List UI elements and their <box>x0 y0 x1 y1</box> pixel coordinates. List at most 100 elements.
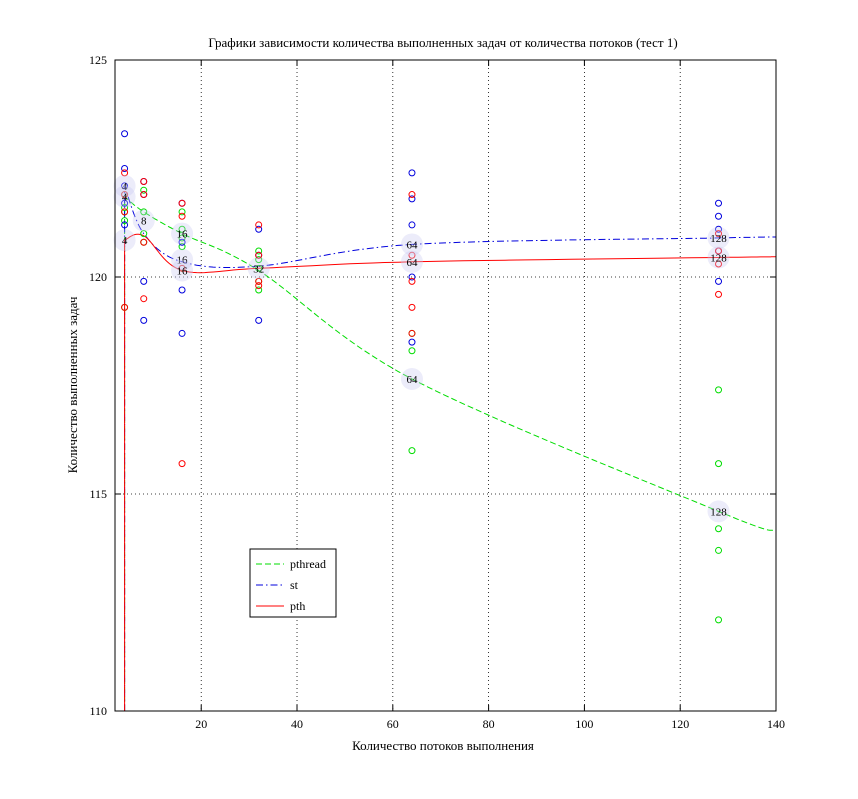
legend-label-pth: pth <box>290 599 305 613</box>
sample-point-st <box>408 195 416 203</box>
sample-point-st <box>408 273 416 281</box>
point-label-halo <box>707 226 730 249</box>
y-tick-label: 110 <box>89 704 107 718</box>
sample-point-pth <box>140 295 148 303</box>
point-label: 64 <box>406 374 418 386</box>
point-label: 128 <box>710 252 727 264</box>
sample-point-pth <box>178 460 186 468</box>
sample-point-pth <box>715 230 723 238</box>
sample-point-pth <box>121 169 129 177</box>
x-axis-title: Количество потоков выполнения <box>352 738 534 753</box>
x-tick-label: 120 <box>671 717 689 731</box>
point-label: 4 <box>122 181 128 193</box>
point-label: 128 <box>710 506 727 518</box>
sample-point-st <box>178 238 186 246</box>
sample-point-pthread <box>715 546 723 554</box>
sample-point-st <box>121 221 129 229</box>
point-label-halo <box>113 229 136 252</box>
sample-point-pthread <box>408 347 416 355</box>
sample-point-pth <box>408 191 416 199</box>
legend-label-pthread: pthread <box>290 557 326 571</box>
sample-point-st <box>715 277 723 285</box>
sample-point-pth <box>255 221 263 229</box>
point-label-halo <box>171 248 194 271</box>
point-label-halo <box>247 257 270 280</box>
sample-point-pthread <box>121 217 129 225</box>
point-label-halo <box>707 500 730 523</box>
sample-point-st <box>178 286 186 294</box>
sample-point-pth <box>140 238 148 246</box>
series-line-st <box>124 185 776 711</box>
sample-point-pth <box>408 303 416 311</box>
sample-point-pthread <box>715 386 723 394</box>
sample-point-pth <box>140 191 148 199</box>
point-label-halo <box>400 367 423 390</box>
point-label: 16 <box>177 255 189 267</box>
legend-label-st: st <box>290 578 299 592</box>
point-label-halo <box>113 174 136 197</box>
point-label-halo <box>707 246 730 269</box>
y-tick-label: 120 <box>89 270 107 284</box>
sample-point-pth <box>408 329 416 337</box>
point-label: 4 <box>122 192 128 204</box>
sample-point-st <box>140 277 148 285</box>
sample-point-st <box>715 199 723 207</box>
sample-point-st <box>408 221 416 229</box>
sample-point-pth <box>121 303 129 311</box>
y-tick-label: 125 <box>89 53 107 67</box>
x-tick-label: 40 <box>291 717 303 731</box>
plot-area <box>114 59 777 712</box>
sample-point-pth <box>715 260 723 268</box>
sample-point-st <box>408 338 416 346</box>
sample-point-st <box>121 130 129 138</box>
sample-point-pthread <box>255 264 263 272</box>
sample-point-st <box>715 225 723 233</box>
sample-point-pthread <box>255 286 263 294</box>
point-label: 8 <box>141 216 147 228</box>
sample-point-pthread <box>408 447 416 455</box>
point-label: 64 <box>406 239 418 251</box>
sample-point-pth <box>408 277 416 285</box>
point-label-halo <box>171 259 194 282</box>
point-label: 64 <box>406 257 418 269</box>
point-label-halo <box>113 185 136 208</box>
sample-point-pthread <box>140 230 148 238</box>
x-tick-label: 100 <box>575 717 593 731</box>
sample-point-pth <box>178 264 186 272</box>
point-label: 16 <box>177 265 189 277</box>
y-tick-label: 115 <box>89 487 107 501</box>
sample-points <box>121 130 723 624</box>
sample-point-pthread <box>255 247 263 255</box>
point-label-halo <box>132 209 155 232</box>
sample-point-pthread <box>178 243 186 251</box>
point-label-halo <box>400 250 423 273</box>
sample-point-pth <box>178 212 186 220</box>
sample-point-pthread <box>178 225 186 233</box>
sample-point-pthread <box>178 234 186 242</box>
sample-point-pth <box>408 251 416 259</box>
sample-point-pthread <box>140 186 148 194</box>
sample-point-pthread <box>715 460 723 468</box>
sample-point-pthread <box>178 208 186 216</box>
sample-point-pth <box>255 282 263 290</box>
sample-point-st <box>121 199 129 207</box>
sample-point-st <box>178 329 186 337</box>
axis-ticks: 20 40 60 80 100 120 140 110 115 120 125 <box>89 53 785 731</box>
sample-point-pthread <box>715 525 723 533</box>
sample-point-pth <box>255 277 263 285</box>
sample-point-pth <box>715 247 723 255</box>
sample-point-st <box>408 169 416 177</box>
sample-point-pthread <box>255 256 263 264</box>
sample-point-st <box>140 316 148 324</box>
point-label: 4 <box>122 235 128 247</box>
sample-point-st <box>715 212 723 220</box>
sample-point-pthread <box>121 204 129 212</box>
sample-point-st <box>121 182 129 190</box>
x-tick-label: 140 <box>767 717 785 731</box>
x-tick-label: 60 <box>387 717 399 731</box>
sample-point-st <box>255 316 263 324</box>
x-tick-label: 20 <box>195 717 207 731</box>
sample-point-pth <box>121 208 129 216</box>
sample-point-st <box>121 165 129 172</box>
